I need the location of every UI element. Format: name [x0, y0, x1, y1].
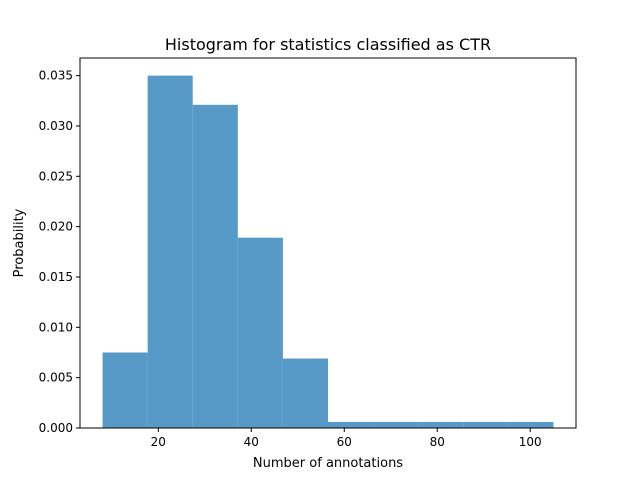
histogram-bar-10 — [508, 421, 554, 428]
x-axis-label: Number of annotations — [253, 456, 403, 471]
y-tick-label: 0.015 — [39, 270, 73, 284]
ticks-layer: 20 40 60 80 100 0.000 0.005 0.010 0.015 0.020 0.02… — [39, 69, 542, 449]
x-tick-label: 80 — [430, 435, 445, 449]
histogram-bar-6 — [328, 421, 374, 428]
chart-title: Histogram for statistics classified as C… — [165, 35, 491, 54]
x-tick-label: 60 — [337, 435, 352, 449]
y-tick-label: 0.020 — [39, 220, 73, 234]
histogram-bar-5 — [282, 358, 328, 428]
y-tick-label: 0.010 — [39, 320, 73, 334]
y-tick-label: 0.005 — [39, 371, 73, 385]
histogram-bar-7 — [373, 421, 419, 428]
histogram-bar-3 — [192, 104, 238, 428]
y-tick-label: 0.025 — [39, 169, 73, 183]
y-tick-label: 0.000 — [39, 421, 73, 435]
x-tick-label: 20 — [151, 435, 166, 449]
histogram-bar-2 — [147, 75, 193, 429]
y-tick-label: 0.035 — [39, 69, 73, 83]
bars-layer — [102, 75, 554, 429]
y-axis-label: Probability — [12, 208, 27, 277]
x-tick-label: 40 — [244, 435, 259, 449]
plot-area-frame — [79, 57, 577, 429]
x-tick-label: 100 — [519, 435, 542, 449]
histogram-bar-1 — [102, 352, 148, 428]
histogram-bar-9 — [463, 421, 509, 428]
histogram-bar-4 — [237, 237, 283, 428]
histogram-bar-8 — [418, 421, 464, 428]
y-tick-label: 0.030 — [39, 119, 73, 133]
